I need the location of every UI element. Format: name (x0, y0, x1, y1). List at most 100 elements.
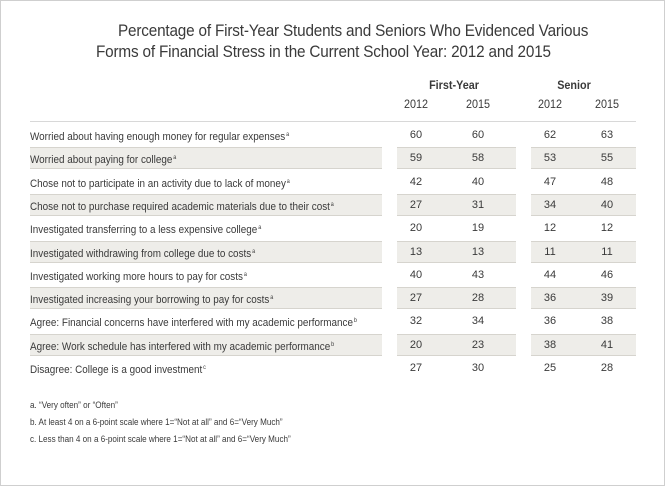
column-gap (516, 240, 531, 263)
table-row: Investigated transferring to a less expe… (30, 217, 636, 239)
row-label: Disagree: College is a good investmentc (30, 357, 206, 381)
table-row: Investigated working more hours to pay f… (30, 264, 636, 286)
footnote-a: a. “Very often” or “Often” (30, 400, 118, 410)
value-cell: 40 (471, 175, 485, 188)
column-gap (382, 193, 397, 216)
row-label: Investigated transferring to a less expe… (30, 217, 261, 241)
row-footnote-marker: b (353, 318, 357, 325)
value-cell: 59 (409, 152, 423, 165)
year-header: 2012 (403, 97, 429, 111)
table-row: Investigated increasing your borrowing t… (30, 287, 636, 310)
value-cell: 27 (409, 362, 423, 374)
row-footnote-marker: c (203, 365, 206, 371)
value-cell: 25 (543, 362, 557, 374)
row-label: Investigated increasing your borrowing t… (30, 288, 273, 310)
row-label: Investigated withdrawing from college du… (30, 242, 255, 264)
value-cell: 63 (600, 129, 614, 141)
value-cell: 41 (600, 338, 614, 351)
value-cell: 27 (409, 198, 423, 211)
value-cell: 47 (543, 175, 557, 188)
value-cell: 30 (471, 362, 485, 374)
table-row: Chose not to participate in an activity … (30, 171, 636, 193)
value-cell: 32 (409, 315, 423, 328)
value-cell: 20 (409, 222, 423, 235)
value-cell: 36 (543, 315, 557, 328)
row-label: Investigated working more hours to pay f… (30, 264, 247, 288)
table-row: Disagree: College is a good investmentc 2… (30, 357, 636, 379)
value-cell: 58 (471, 152, 485, 165)
row-label-text: Investigated working more hours to pay f… (30, 270, 243, 283)
column-gap (516, 147, 531, 170)
column-gap (516, 193, 531, 216)
value-cell: 40 (409, 268, 423, 281)
value-cell: 12 (600, 222, 614, 235)
column-gap (382, 147, 397, 170)
year-header: 2012 (537, 97, 563, 111)
header-rule (30, 121, 636, 122)
column-gap (382, 333, 397, 356)
table-row: Agree: Financial concerns have interfere… (30, 310, 636, 332)
value-cell: 11 (544, 245, 556, 258)
value-cell: 62 (543, 129, 557, 141)
row-label-text: Agree: Work schedule has interfered with… (30, 340, 331, 353)
table-row: Worried about paying for collegea 59 58 53 5… (30, 147, 636, 170)
row-footnote-marker: a (258, 225, 262, 232)
value-cell: 23 (471, 338, 485, 351)
value-cell: 11 (601, 245, 613, 258)
value-cell: 55 (600, 152, 614, 165)
value-cell: 13 (471, 245, 485, 258)
row-footnote-marker: a (330, 201, 334, 208)
row-footnote-marker: a (286, 178, 290, 185)
row-label-text: Chose not to participate in an activity … (30, 177, 286, 190)
value-cell: 46 (600, 268, 614, 281)
row-label-text: Chose not to purchase required academic … (30, 200, 330, 213)
value-cell: 36 (543, 292, 557, 305)
value-cell: 34 (543, 198, 557, 211)
value-cell: 43 (471, 268, 485, 281)
value-cell: 27 (409, 292, 423, 305)
table-row: Agree: Work schedule has interfered with… (30, 333, 636, 356)
row-label-text: Investigated transferring to a less expe… (30, 224, 258, 237)
group-header-first-year: First-Year (429, 78, 479, 92)
value-cell: 28 (600, 362, 614, 374)
value-cell: 38 (543, 338, 557, 351)
table-row: Chose not to purchase required academic … (30, 193, 636, 217)
value-cell: 38 (600, 315, 614, 328)
value-cell: 42 (409, 175, 423, 188)
row-label: Worried about having enough money for re… (30, 124, 289, 148)
value-cell: 60 (409, 129, 423, 141)
row-label: Worried about paying for collegea (30, 148, 176, 170)
column-gap (382, 287, 397, 310)
row-label-text: Worried about paying for college (30, 154, 173, 167)
row-label-text: Disagree: College is a good investment (30, 364, 203, 376)
row-label-text: Investigated withdrawing from college du… (30, 247, 252, 260)
row-footnote-marker: a (173, 155, 177, 162)
value-cell: 60 (471, 129, 485, 141)
value-cell: 44 (543, 268, 557, 281)
value-cell: 12 (543, 222, 557, 235)
row-footnote-marker: a (286, 132, 290, 138)
value-cell: 34 (471, 315, 485, 328)
year-header: 2015 (594, 97, 620, 111)
value-cell: 40 (600, 198, 614, 211)
row-label-text: Investigated increasing your borrowing t… (30, 294, 270, 307)
table-row: Worried about having enough money for re… (30, 124, 636, 146)
footnote-c: c. Less than 4 on a 6-point scale where … (30, 434, 291, 444)
table-title-line-1: Percentage of First-Year Students and Se… (118, 21, 589, 40)
value-cell: 13 (409, 245, 423, 258)
row-label: Chose not to participate in an activity … (30, 171, 290, 195)
table-row: Investigated withdrawing from college du… (30, 240, 636, 264)
value-cell: 28 (471, 292, 485, 305)
column-gap (516, 333, 531, 356)
row-label: Chose not to purchase required academic … (30, 195, 334, 217)
row-label: Agree: Financial concerns have interfere… (30, 310, 357, 334)
row-footnote-marker: a (270, 295, 274, 302)
value-cell: 31 (471, 198, 485, 211)
row-footnote-marker: a (252, 248, 256, 255)
footnote-b: b. At least 4 on a 6-point scale where 1… (30, 417, 283, 427)
column-gap (516, 287, 531, 310)
row-footnote-marker: b (331, 341, 335, 348)
value-cell: 39 (600, 292, 614, 305)
table-title-line-2: Forms of Financial Stress in the Current… (96, 42, 551, 61)
row-label-text: Agree: Financial concerns have interfere… (30, 317, 354, 330)
